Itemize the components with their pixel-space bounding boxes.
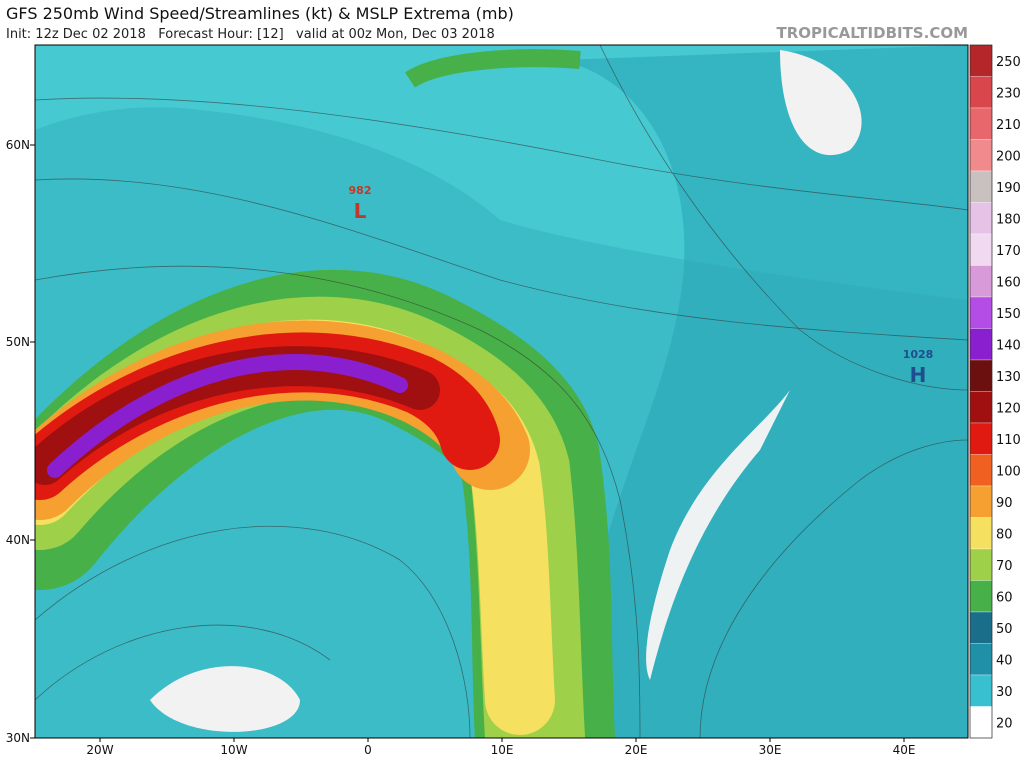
colorbar-segment (969, 454, 993, 487)
lon-label: 30E (759, 743, 782, 757)
subtitle: Init: 12z Dec 02 2018 Forecast Hour: [12… (6, 27, 495, 42)
colorbar-segment (969, 265, 993, 298)
colorbar-label: 50 (996, 622, 1013, 637)
colorbar-segment (969, 706, 993, 739)
colorbar-label: 20 (996, 716, 1013, 731)
colorbar-segment (969, 643, 993, 676)
colorbar-segment (969, 548, 993, 581)
colorbar-label: 30 (996, 685, 1013, 700)
colorbar-label: 170 (996, 244, 1021, 259)
lat-label: 50N (6, 335, 30, 349)
colorbar-segment (969, 580, 993, 613)
colorbar-label: 150 (996, 307, 1021, 322)
lat-label: 60N (6, 138, 30, 152)
colorbar-segment (969, 202, 993, 235)
watermark: TROPICALTIDBITS.COM (777, 24, 969, 42)
lon-label: 20W (86, 743, 113, 757)
colorbar-segment (969, 391, 993, 424)
lon-label: 40E (893, 743, 916, 757)
colorbar-label: 60 (996, 590, 1013, 605)
colorbar-segment (969, 107, 993, 140)
pressure-value: 1028 (903, 348, 934, 361)
colorbar-segment (969, 296, 993, 329)
colorbar-label: 40 (996, 653, 1013, 668)
lon-label: 20E (625, 743, 648, 757)
colorbar-label: 210 (996, 118, 1021, 133)
colorbar-label: 100 (996, 464, 1021, 479)
colorbar-label: 70 (996, 559, 1013, 574)
colorbar-label: 160 (996, 275, 1021, 290)
colorbar-segment (969, 76, 993, 109)
lon-label: 10W (220, 743, 247, 757)
colorbar-label: 200 (996, 149, 1021, 164)
colorbar-label: 110 (996, 433, 1021, 448)
lon-label: 10E (491, 743, 514, 757)
colorbar-frame (969, 44, 993, 739)
colorbar-label: 230 (996, 86, 1021, 101)
colorbar-label: 250 (996, 55, 1021, 70)
colorbar-segment (969, 517, 993, 550)
map (35, 45, 968, 738)
colorbar-label: 140 (996, 338, 1021, 353)
colorbar-segment (969, 44, 993, 77)
pressure-value: 982 (349, 184, 372, 197)
colorbar-segment (969, 328, 993, 361)
lon-label: 0 (364, 743, 372, 757)
colorbar-label: 80 (996, 527, 1013, 542)
pressure-symbol: L (354, 199, 367, 223)
colorbar-label: 130 (996, 370, 1021, 385)
colorbar-segment (969, 139, 993, 172)
colorbar-segment (969, 359, 993, 392)
colorbar-segment (969, 170, 993, 203)
colorbar-label: 190 (996, 181, 1021, 196)
pressure-symbol: H (910, 363, 927, 387)
colorbar-label: 90 (996, 496, 1013, 511)
colorbar-segment (969, 485, 993, 518)
colorbar-segment (969, 422, 993, 455)
colorbar-segment (969, 233, 993, 266)
colorbar-segment (969, 611, 993, 644)
title: GFS 250mb Wind Speed/Streamlines (kt) & … (6, 4, 514, 23)
lat-label: 30N (6, 731, 30, 745)
colorbar-label: 120 (996, 401, 1021, 416)
lat-label: 40N (6, 533, 30, 547)
colorbar-label: 180 (996, 212, 1021, 227)
colorbar-segment (969, 674, 993, 707)
